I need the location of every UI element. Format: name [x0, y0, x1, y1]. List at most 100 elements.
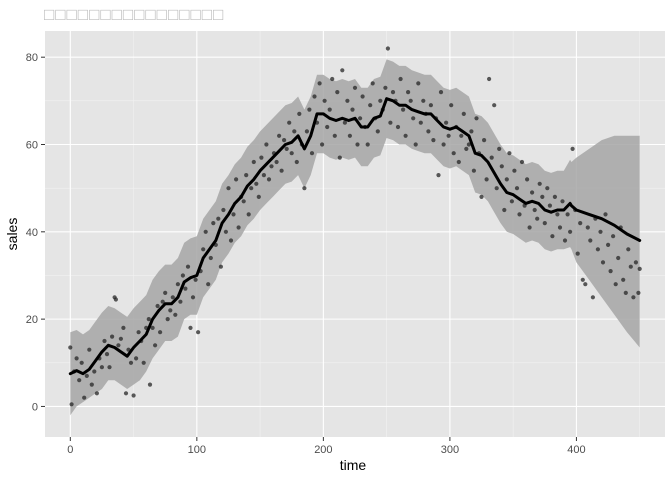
y-axis-label: sales — [4, 218, 20, 251]
data-point — [368, 103, 373, 108]
data-point — [77, 378, 82, 383]
data-point — [221, 207, 226, 213]
data-point — [459, 133, 464, 138]
data-point — [332, 133, 337, 138]
data-point — [401, 107, 406, 112]
data-point — [104, 352, 110, 357]
data-point — [395, 124, 401, 130]
data-point — [406, 90, 411, 95]
data-point — [626, 247, 631, 252]
y-tick-label: 60 — [26, 140, 38, 152]
y-tick-label: 40 — [26, 227, 38, 239]
data-point — [568, 229, 573, 234]
data-point — [398, 76, 403, 82]
x-tick-label: 300 — [441, 444, 459, 456]
data-point — [517, 212, 522, 217]
data-point — [532, 207, 537, 213]
y-axis: 0 20 40 60 80 — [26, 52, 45, 413]
data-point — [165, 317, 170, 322]
data-point — [131, 393, 136, 398]
data-point — [416, 81, 421, 86]
data-point — [223, 229, 228, 234]
data-point — [330, 76, 335, 82]
data-point — [545, 186, 550, 191]
data-point — [236, 225, 241, 230]
data-point — [158, 330, 163, 335]
data-point — [84, 373, 89, 378]
data-point — [542, 221, 547, 226]
data-point — [102, 338, 107, 344]
data-point — [560, 199, 565, 204]
data-point — [421, 98, 426, 103]
data-point — [547, 203, 553, 208]
data-point — [340, 68, 345, 73]
data-point — [383, 85, 388, 90]
data-point — [471, 168, 476, 173]
data-point — [537, 181, 542, 186]
data-point — [464, 146, 469, 151]
data-point — [307, 107, 312, 112]
data-point — [218, 264, 223, 269]
data-point — [492, 103, 497, 108]
data-point — [231, 212, 236, 217]
data-point — [185, 264, 191, 269]
data-point — [282, 138, 287, 143]
data-point — [327, 107, 332, 112]
data-point — [525, 177, 530, 182]
data-point — [309, 151, 315, 156]
data-point — [482, 138, 487, 143]
data-point — [628, 264, 633, 269]
data-point — [355, 142, 360, 147]
data-point — [499, 164, 504, 169]
data-point — [173, 312, 178, 317]
data-point — [337, 155, 342, 160]
data-point — [266, 177, 272, 182]
data-point — [335, 90, 340, 95]
data-point — [575, 251, 580, 256]
data-point — [527, 225, 532, 230]
data-point — [608, 269, 613, 274]
data-point — [507, 151, 512, 156]
data-point — [555, 212, 560, 217]
data-point — [312, 94, 317, 99]
data-point — [469, 129, 474, 134]
data-point — [206, 282, 211, 287]
data-point — [350, 107, 355, 112]
data-point — [466, 142, 471, 147]
data-point — [317, 81, 322, 86]
data-point — [147, 382, 153, 387]
data-point — [211, 221, 216, 226]
data-point — [603, 212, 608, 217]
data-point — [155, 303, 160, 309]
data-point — [297, 111, 302, 116]
data-point — [279, 168, 284, 173]
data-point — [606, 242, 611, 247]
data-point — [403, 133, 408, 138]
data-point — [289, 151, 294, 156]
data-point — [375, 129, 380, 134]
data-point — [269, 164, 274, 169]
data-point — [413, 142, 418, 147]
data-point — [365, 142, 370, 147]
data-point — [128, 360, 134, 365]
x-tick-label: 400 — [567, 444, 585, 456]
data-point — [241, 199, 246, 204]
data-point — [82, 395, 87, 400]
data-point — [438, 90, 444, 95]
data-point — [578, 221, 583, 226]
data-point — [484, 177, 489, 182]
data-point — [136, 330, 141, 335]
data-point — [244, 173, 249, 178]
data-point — [113, 297, 118, 302]
data-point — [636, 290, 641, 295]
data-point — [444, 120, 449, 125]
data-point — [600, 260, 606, 265]
data-point — [234, 177, 239, 182]
data-point — [322, 98, 327, 103]
data-point — [565, 212, 570, 217]
y-tick-label: 80 — [26, 52, 38, 64]
data-point — [509, 199, 514, 204]
data-point — [287, 120, 292, 125]
data-point — [193, 277, 198, 282]
